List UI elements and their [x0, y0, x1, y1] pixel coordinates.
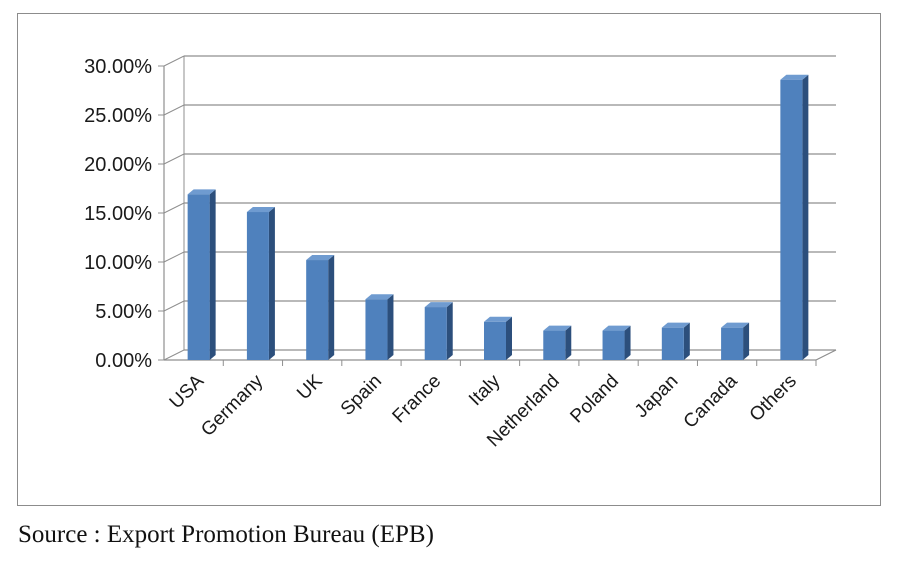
bar-side [328, 255, 335, 360]
gridline-diagonal [163, 202, 185, 214]
gridline-diagonal [163, 153, 185, 165]
bar [780, 79, 803, 360]
bar-chart: 0.00% 5.00% 10.00% 15.00% 20.00% 25.00% 30.00%… [84, 55, 837, 451]
bar [187, 194, 210, 360]
y-tick-label: 20.00% [84, 154, 152, 176]
bar-top [187, 189, 216, 195]
bar-side [209, 189, 216, 360]
y-tick-label: 15.00% [84, 203, 152, 225]
bar [721, 327, 744, 360]
bar-top [721, 322, 750, 328]
x-tick-label: Poland [566, 371, 623, 428]
x-tick-label: Italy [465, 370, 505, 410]
bar-side [624, 325, 631, 360]
gridline-diagonal [163, 251, 185, 263]
y-tick-label: 30.00% [84, 56, 152, 78]
bar [602, 330, 625, 360]
gridline-diagonal [163, 300, 185, 312]
bar-top [543, 325, 572, 331]
chart-frame: 0.00% 5.00% 10.00% 15.00% 20.00% 25.00% 30.00%… [17, 13, 881, 506]
x-tick-label: Others [746, 371, 801, 426]
bar-side [683, 322, 690, 360]
source-caption: Source : Export Promotion Bureau (EPB) [18, 521, 434, 548]
bar-top [246, 207, 275, 213]
gridline-diagonal [163, 104, 185, 116]
x-tick-label: Germany [197, 370, 267, 440]
x-tick-label: Canada [680, 370, 742, 432]
bar-top [661, 322, 690, 328]
bar-top [365, 294, 394, 300]
x-tick-label: Japan [631, 371, 682, 422]
bar-side [743, 322, 750, 360]
bar-side [506, 316, 512, 360]
x-tick-label: France [389, 371, 446, 428]
bar [543, 330, 566, 360]
bar-side [446, 302, 453, 360]
bar [661, 327, 684, 360]
bar-side [268, 207, 275, 360]
bar [306, 260, 329, 360]
y-tick-label: 0.00% [95, 350, 152, 372]
y-tick-label: 25.00% [84, 105, 152, 127]
bar-top [424, 302, 453, 308]
bar-top [602, 325, 631, 331]
gridline-diagonal [163, 55, 185, 67]
x-axis-floor-side [815, 349, 837, 361]
bar-top [780, 74, 809, 80]
bar [246, 212, 269, 360]
y-tick-label: 10.00% [84, 252, 152, 274]
bar-top [306, 255, 335, 261]
y-tick-label: 5.00% [95, 301, 152, 323]
bar-side [387, 294, 394, 360]
bar-side [565, 325, 572, 360]
bar [484, 321, 506, 360]
gridline-diagonal [163, 349, 185, 361]
x-tick-label: USA [166, 370, 209, 413]
bar [424, 307, 447, 360]
x-tick-label: UK [293, 370, 327, 404]
bar-side [802, 74, 809, 360]
x-tick-label: Spain [337, 371, 386, 420]
bar [365, 299, 388, 360]
bar-top [484, 316, 512, 322]
